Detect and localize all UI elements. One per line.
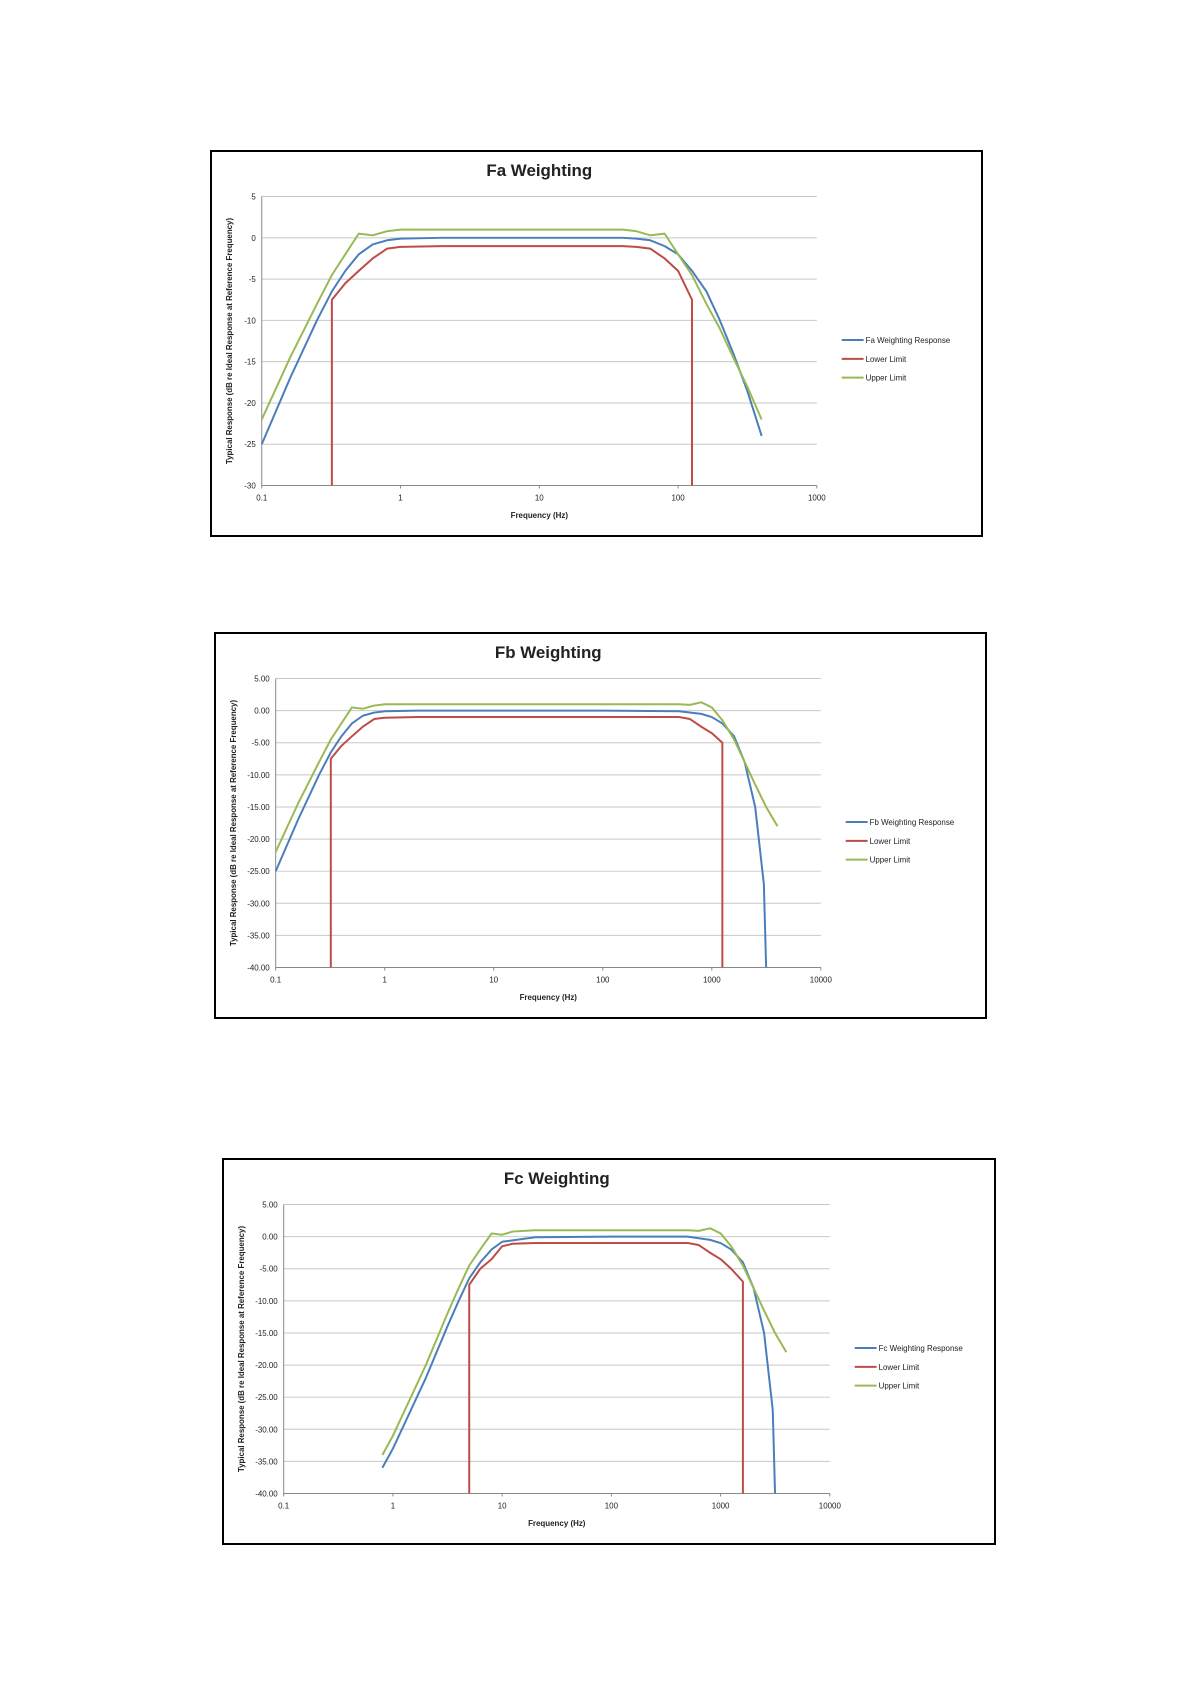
legend-entry: Fa Weighting Response bbox=[866, 336, 951, 345]
y-tick-label: -5.00 bbox=[260, 1265, 279, 1274]
y-tick-label: -20.00 bbox=[255, 1361, 278, 1370]
chart-title: Fc Weighting bbox=[504, 1169, 610, 1188]
x-tick-label: 1000 bbox=[703, 975, 721, 984]
legend-entry: Lower Limit bbox=[870, 837, 911, 846]
y-tick-label: 0.00 bbox=[254, 707, 270, 716]
y-axis-label: Typical Response (dB re Ideal Response a… bbox=[225, 218, 234, 465]
x-tick-label: 0.1 bbox=[278, 1501, 290, 1510]
x-axis-label: Frequency (Hz) bbox=[511, 511, 569, 520]
legend-entry: Upper Limit bbox=[879, 1382, 920, 1391]
x-tick-label: 0.1 bbox=[256, 493, 268, 502]
y-tick-label: -10 bbox=[244, 316, 256, 325]
y-axis-label: Typical Response (dB re Ideal Response a… bbox=[237, 1226, 246, 1473]
x-tick-label: 1000 bbox=[712, 1501, 730, 1510]
chart-title: Fa Weighting bbox=[486, 161, 592, 180]
y-tick-label: -5.00 bbox=[252, 739, 271, 748]
chart-svg: Fc Weighting 5.00 0.00 -5.00 -10.00 -15.00 -20… bbox=[237, 1169, 964, 1528]
x-tick-label: 1 bbox=[398, 493, 403, 502]
y-tick-label: -20.00 bbox=[247, 835, 270, 844]
y-tick-label: -40.00 bbox=[255, 1490, 278, 1499]
y-tick-label: 5 bbox=[251, 193, 256, 202]
chart-svg: Fa Weighting 5 0 -5 -10 -15 -20 -25 -300.1 1 10 100… bbox=[225, 161, 951, 520]
y-tick-label: -35.00 bbox=[247, 931, 270, 940]
y-tick-label: -10.00 bbox=[247, 771, 270, 780]
y-tick-label: -15.00 bbox=[255, 1329, 278, 1338]
legend-entry: Fb Weighting Response bbox=[870, 818, 955, 827]
legend-entry: Lower Limit bbox=[879, 1363, 920, 1372]
y-tick-label: 0.00 bbox=[262, 1233, 278, 1242]
series-line bbox=[260, 236, 763, 445]
fa-weighting-chart: Fa Weighting 5 0 -5 -10 -15 -20 -25 -30 0.1 1 10 100… bbox=[210, 150, 983, 537]
y-tick-label: -35.00 bbox=[255, 1457, 278, 1466]
y-tick-label: -30.00 bbox=[247, 899, 270, 908]
x-tick-label: 100 bbox=[671, 493, 685, 502]
x-tick-label: 10 bbox=[498, 1501, 507, 1510]
y-tick-label: -20 bbox=[244, 399, 256, 408]
fc-weighting-chart: Fc Weighting 5.00 0.00 -5.00 -10.00 -15.00 -20… bbox=[222, 1158, 996, 1545]
fb-weighting-chart: Fb Weighting 5.00 0.00 -5.00 -10.00 -15.00 -20… bbox=[214, 632, 987, 1019]
x-tick-label: 1000 bbox=[808, 493, 826, 502]
x-tick-label: 1 bbox=[383, 975, 388, 984]
series-line bbox=[260, 228, 763, 420]
series-line bbox=[274, 701, 779, 853]
y-tick-label: -30.00 bbox=[255, 1425, 278, 1434]
y-tick-label: -25.00 bbox=[247, 867, 270, 876]
x-tick-label: 10000 bbox=[819, 1501, 842, 1510]
y-tick-label: 5.00 bbox=[254, 675, 270, 684]
x-tick-label: 10 bbox=[489, 975, 498, 984]
y-axis-label: Typical Response (dB re Ideal Response a… bbox=[229, 700, 238, 947]
y-tick-label: -25 bbox=[244, 440, 256, 449]
series-line bbox=[329, 716, 724, 968]
legend-entry: Upper Limit bbox=[866, 374, 907, 383]
x-tick-label: 0.1 bbox=[270, 975, 282, 984]
series-line bbox=[330, 245, 693, 486]
series-line bbox=[468, 1242, 744, 1494]
y-tick-label: -40.00 bbox=[247, 964, 270, 973]
y-tick-label: -5 bbox=[249, 275, 257, 284]
legend-entry: Lower Limit bbox=[866, 355, 907, 364]
series-line bbox=[381, 1227, 788, 1456]
y-tick-label: 5.00 bbox=[262, 1201, 278, 1210]
y-tick-label: -15 bbox=[244, 358, 256, 367]
x-axis-label: Frequency (Hz) bbox=[528, 1519, 586, 1528]
x-tick-label: 10000 bbox=[810, 975, 833, 984]
legend-entry: Fc Weighting Response bbox=[879, 1344, 964, 1353]
y-tick-label: -30 bbox=[244, 482, 256, 491]
y-tick-label: 0 bbox=[251, 234, 256, 243]
x-axis-label: Frequency (Hz) bbox=[520, 993, 578, 1002]
legend-entry: Upper Limit bbox=[870, 856, 911, 865]
chart-svg: Fb Weighting 5.00 0.00 -5.00 -10.00 -15.00 -20… bbox=[229, 643, 955, 1002]
y-tick-label: -25.00 bbox=[255, 1393, 278, 1402]
y-tick-label: -10.00 bbox=[255, 1297, 278, 1306]
x-tick-label: 1 bbox=[391, 1501, 396, 1510]
x-tick-label: 100 bbox=[596, 975, 610, 984]
y-tick-label: -15.00 bbox=[247, 803, 270, 812]
x-tick-label: 100 bbox=[605, 1501, 619, 1510]
chart-title: Fb Weighting bbox=[495, 643, 602, 662]
x-tick-label: 10 bbox=[535, 493, 544, 502]
